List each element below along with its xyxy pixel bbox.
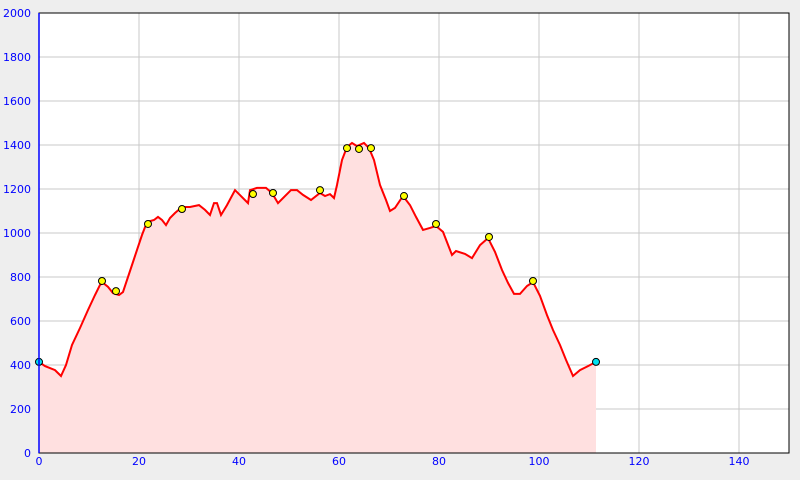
- waypoint-marker: [98, 276, 106, 285]
- y-tick-label: 1000: [3, 227, 31, 240]
- waypoint-marker: [316, 186, 324, 195]
- y-tick-label: 400: [10, 359, 31, 372]
- waypoint-marker: [355, 144, 363, 153]
- waypoint-marker: [178, 205, 186, 214]
- waypoint-marker: [112, 287, 120, 296]
- waypoint-marker: [485, 232, 493, 241]
- markers: [35, 144, 600, 366]
- y-tick-label: 200: [10, 403, 31, 416]
- waypoint-marker: [269, 188, 277, 197]
- x-tick-label: 100: [529, 455, 550, 468]
- x-tick-label: 20: [132, 455, 146, 468]
- y-tick-label: 1400: [3, 139, 31, 152]
- y-tick-label: 800: [10, 271, 31, 284]
- y-tick-label: 1200: [3, 183, 31, 196]
- x-tick-label: 140: [729, 455, 750, 468]
- y-tick-label: 2000: [3, 7, 31, 20]
- x-tick-label: 60: [332, 455, 346, 468]
- waypoint-marker: [249, 190, 257, 199]
- tick-labels: 0 20 40 60 80 100 120 1400200400600800100012001…: [3, 7, 750, 468]
- waypoint-marker: [144, 219, 152, 228]
- y-tick-label: 1800: [3, 51, 31, 64]
- waypoint-marker: [400, 192, 408, 201]
- x-tick-label: 0: [36, 455, 43, 468]
- y-tick-label: 0: [24, 447, 31, 460]
- x-tick-label: 120: [629, 455, 650, 468]
- x-tick-label: 80: [432, 455, 446, 468]
- waypoint-marker: [343, 144, 351, 153]
- waypoint-marker: [367, 144, 375, 153]
- waypoint-marker: [432, 219, 440, 228]
- x-tick-label: 40: [232, 455, 246, 468]
- profile-area: [39, 143, 596, 453]
- y-tick-label: 600: [10, 315, 31, 328]
- profile-line: [38, 141, 597, 378]
- y-tick-label: 1600: [3, 95, 31, 108]
- endpoint-marker: [592, 357, 600, 366]
- waypoint-marker: [529, 276, 537, 285]
